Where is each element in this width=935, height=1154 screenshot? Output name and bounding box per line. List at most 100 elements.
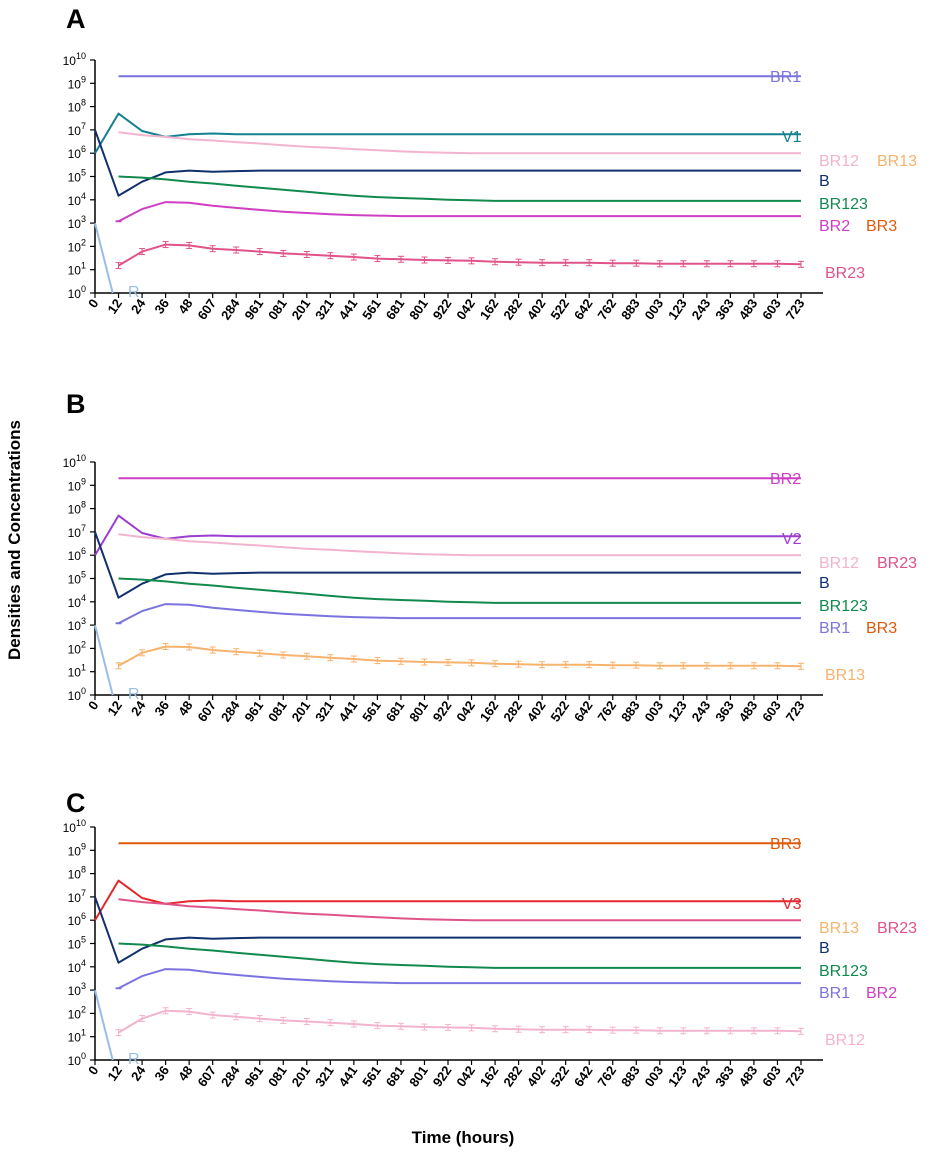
y-tick-label: 107	[68, 121, 86, 138]
y-tick-label: 101	[68, 663, 86, 680]
series-label-br123: BR123	[819, 963, 868, 980]
x-tick-label: 607	[194, 698, 219, 724]
x-tick-label: 243	[689, 698, 714, 724]
x-tick-label: 883	[618, 296, 643, 322]
x-tick-label: 282	[500, 1063, 525, 1089]
series-line-br13	[118, 645, 802, 668]
x-tick-label: 762	[594, 698, 619, 724]
x-tick-label: 321	[312, 1063, 337, 1089]
y-tick-label: 101	[68, 1028, 86, 1045]
series-label-r: R	[128, 686, 140, 703]
x-tick-label: 762	[594, 1063, 619, 1089]
series-label-br12: BR12	[819, 555, 859, 572]
series-line-r	[94, 989, 114, 1061]
x-tick-label: 48	[175, 296, 196, 316]
series-label-br23: BR23	[877, 555, 917, 572]
x-tick-label: 607	[194, 296, 219, 322]
y-tick-label: 100	[68, 284, 86, 301]
panel-letter: C	[66, 788, 86, 818]
series-line-br12	[117, 1009, 802, 1034]
x-tick-label: 883	[618, 698, 643, 724]
x-tick-label: 162	[477, 296, 502, 322]
x-tick-label: 284	[218, 1062, 243, 1089]
panel-letter: A	[66, 4, 86, 34]
x-tick-label: 801	[406, 1063, 431, 1089]
series-line-b	[94, 129, 801, 197]
y-tick-label: 108	[68, 865, 86, 882]
x-tick-label: 243	[689, 1063, 714, 1089]
x-tick-label: 603	[759, 1063, 784, 1089]
series-label-br13: BR13	[825, 667, 865, 684]
y-tick-label: 1010	[63, 818, 86, 835]
x-tick-label: 321	[312, 296, 337, 322]
y-tick-label: 102	[68, 1004, 86, 1021]
x-tick-label: 522	[547, 296, 572, 322]
x-tick-label: 642	[571, 1063, 596, 1089]
y-tick-label: 104	[68, 593, 86, 610]
x-tick-label: 363	[712, 698, 737, 724]
series-line-br12	[118, 533, 801, 557]
x-tick-label: 522	[547, 698, 572, 724]
x-tick-label: 284	[218, 295, 243, 322]
series-label-br1: BR1	[819, 985, 850, 1002]
x-tick-label: 561	[359, 698, 384, 724]
x-tick-label: 922	[430, 698, 455, 724]
series-label-br13: BR13	[877, 153, 917, 170]
x-tick-label: 642	[571, 296, 596, 322]
x-tick-label: 081	[265, 1063, 290, 1089]
y-tick-label: 102	[68, 237, 86, 254]
series-label-br3: BR3	[866, 218, 897, 235]
series-line-v2	[94, 514, 801, 556]
y-axis-title: Densities and Concentrations	[5, 420, 24, 660]
x-tick-label: 961	[241, 1063, 266, 1089]
x-tick-label: 48	[175, 1063, 196, 1083]
series-line-br2	[118, 201, 801, 223]
x-tick-label: 681	[383, 296, 408, 322]
x-tick-label: 081	[265, 698, 290, 724]
y-tick-label: 105	[68, 935, 86, 952]
x-tick-label: 603	[759, 698, 784, 724]
x-tick-label: 284	[218, 697, 243, 724]
x-tick-label: 681	[383, 1063, 408, 1089]
series-label-v3: V3	[782, 896, 802, 913]
x-tick-label: 243	[689, 296, 714, 322]
x-tick-label: 36	[151, 698, 172, 718]
x-tick-label: 282	[500, 698, 525, 724]
x-tick-label: 762	[594, 296, 619, 322]
x-tick-label: 402	[524, 698, 549, 724]
x-tick-label: 042	[453, 296, 478, 322]
x-tick-label: 363	[712, 1063, 737, 1089]
x-tick-label: 321	[312, 698, 337, 724]
series-label-br3: BR3	[770, 836, 801, 853]
x-tick-label: 961	[241, 698, 266, 724]
y-tick-label: 105	[68, 168, 86, 185]
series-line-r	[94, 222, 114, 294]
x-tick-label: 642	[571, 698, 596, 724]
panel-letter: B	[66, 389, 86, 419]
x-tick-label: 402	[524, 296, 549, 322]
x-tick-label: 402	[524, 1063, 549, 1089]
series-label-r: R	[128, 1051, 140, 1068]
x-tick-label: 483	[736, 296, 761, 322]
x-tick-label: 483	[736, 1063, 761, 1089]
x-tick-label: 522	[547, 1063, 572, 1089]
x-tick-label: 441	[336, 1063, 361, 1089]
x-tick-label: 723	[783, 1063, 808, 1089]
series-label-br1: BR1	[770, 69, 801, 86]
x-tick-label: 282	[500, 296, 525, 322]
x-tick-label: 042	[453, 1063, 478, 1089]
series-line-b	[94, 531, 801, 599]
series-line-br1	[118, 603, 801, 625]
x-tick-label: 081	[265, 296, 290, 322]
x-tick-label: 801	[406, 698, 431, 724]
y-tick-label: 1010	[63, 51, 86, 68]
x-tick-label: 12	[104, 296, 125, 316]
x-tick-label: 723	[783, 698, 808, 724]
y-tick-label: 103	[68, 981, 86, 998]
x-tick-label: 36	[151, 1063, 172, 1083]
series-line-br23	[118, 898, 801, 922]
series-line-v1	[94, 112, 801, 154]
series-label-br123: BR123	[819, 196, 868, 213]
series-line-br12	[118, 131, 801, 155]
x-tick-label: 441	[336, 698, 361, 724]
